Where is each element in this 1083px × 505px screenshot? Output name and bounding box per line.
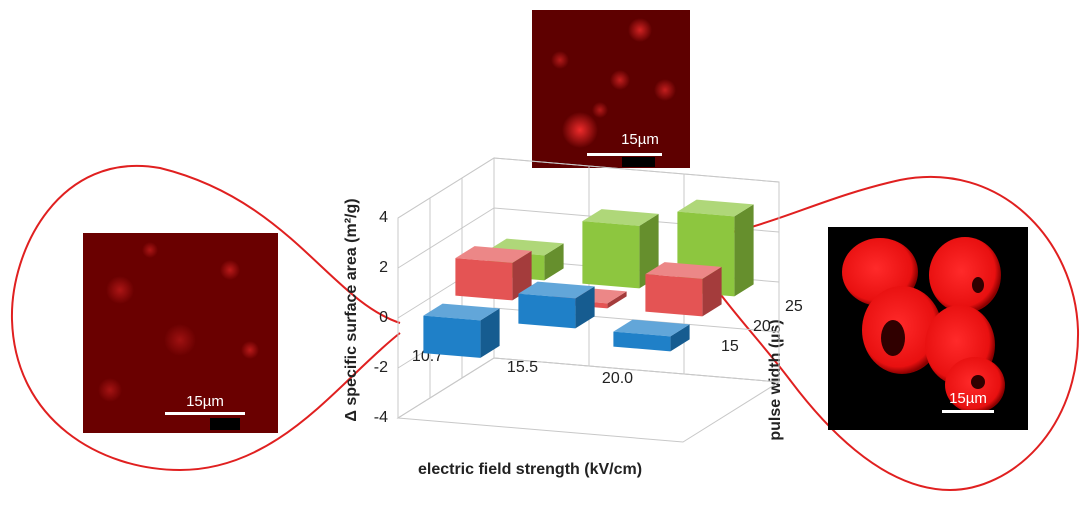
bar (582, 221, 639, 288)
y-tick-label: 0 (379, 309, 388, 326)
scale-label: 15µm (186, 393, 224, 410)
grid-line (398, 358, 779, 418)
micrograph: 15µm (532, 10, 690, 168)
bar (455, 258, 512, 300)
bar (518, 294, 575, 329)
depth-axis-title: pulse width (µs) (767, 319, 784, 440)
y-axis-title: Δ specific surface area (m²/g) (343, 198, 360, 421)
x-tick-label: 15.5 (507, 359, 538, 376)
y-tick-label: -2 (374, 359, 388, 376)
depth-tick-label: 25 (785, 298, 803, 315)
floor (398, 358, 779, 442)
bar (423, 316, 480, 358)
chart: 15µm 15µm 15µm Δ specific surface area (… (0, 0, 1083, 500)
y-tick-label: 2 (379, 259, 388, 276)
micrograph: 15µm (828, 227, 1028, 430)
y-tick-label: -4 (374, 409, 388, 426)
micrograph: 15µm (83, 233, 278, 433)
x-tick-label: 20.0 (602, 370, 633, 387)
depth-tick-label: 15 (721, 338, 739, 355)
y-tick-label: 4 (379, 209, 388, 226)
bar-side (734, 204, 753, 296)
bar (645, 274, 702, 316)
scale-label: 15µm (621, 131, 659, 148)
x-axis-title: electric field strength (kV/cm) (418, 461, 642, 478)
scale-label: 15µm (949, 390, 987, 407)
depth-tick-label: 20 (753, 318, 771, 335)
